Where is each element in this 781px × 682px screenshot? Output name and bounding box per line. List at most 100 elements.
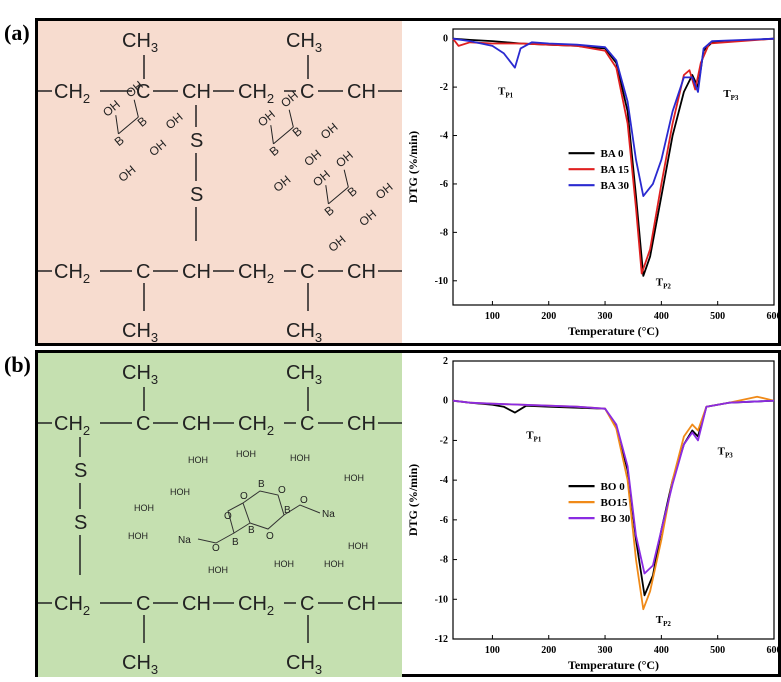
svg-text:O: O xyxy=(224,511,232,522)
ch2-label: CH2 xyxy=(238,81,274,106)
y-tick-label: -4 xyxy=(440,475,448,486)
ch-label: CH xyxy=(347,81,376,103)
dtg-chart-b: 100 200 300 400 500 600 2 0 -2 -4 -6 -8 -10 -12 Temper… xyxy=(406,356,781,672)
svg-text:HOH: HOH xyxy=(324,559,344,569)
y-tick-label: -2 xyxy=(440,435,448,446)
legend-label: BA 30 xyxy=(601,180,630,192)
structure-b: CH3 CH3 CH2 C CH CH2 C CH S S CH2 xyxy=(38,353,402,677)
ch2-label: CH2 xyxy=(238,261,274,286)
svg-text:O: O xyxy=(300,495,308,506)
peak-annotation: TP2 xyxy=(656,277,672,291)
y-tick-label: -8 xyxy=(440,555,448,566)
sulfur-label: S xyxy=(190,130,203,152)
x-tick-label: 400 xyxy=(654,311,669,322)
y-tick-label: -6 xyxy=(440,515,448,526)
series-line xyxy=(452,37,775,197)
chart-b: 100 200 300 400 500 600 2 0 -2 -4 -6 -8 -10 -12 Temper… xyxy=(403,353,781,677)
x-tick-label: 300 xyxy=(598,645,613,656)
svg-text:B: B xyxy=(232,537,239,548)
y-tick-label: -10 xyxy=(435,276,448,287)
svg-text:HOH: HOH xyxy=(208,565,228,575)
y-axis-label: DTG (%/min) xyxy=(406,464,420,536)
ch2-label: CH2 xyxy=(54,261,90,286)
x-tick-label: 500 xyxy=(710,311,725,322)
y-axis-label: DTG (%/min) xyxy=(406,131,420,203)
legend-label: BO 0 xyxy=(601,481,626,493)
sulfur-label: S xyxy=(74,460,87,482)
svg-text:HOH: HOH xyxy=(134,503,154,513)
sulfur-label: S xyxy=(74,512,87,534)
svg-text:HOH: HOH xyxy=(236,449,256,459)
legend-label: BO15 xyxy=(601,497,628,509)
ch2-label: CH2 xyxy=(238,593,274,618)
peak-annotation: TP1 xyxy=(498,85,514,99)
ch-label: CH xyxy=(182,81,211,103)
structure-background-b xyxy=(38,353,402,677)
ch-label: CH xyxy=(347,413,376,435)
methyl-label: CH3 xyxy=(122,320,158,343)
y-tick-label: -4 xyxy=(440,131,448,142)
series-line xyxy=(452,399,775,575)
structure-background-a xyxy=(38,21,402,343)
methyl-label: CH3 xyxy=(122,652,158,677)
svg-text:HOH: HOH xyxy=(290,453,310,463)
panel-frame-b xyxy=(35,350,781,677)
x-tick-label: 600 xyxy=(767,311,779,322)
svg-text:Na: Na xyxy=(178,535,191,546)
ch2-label: CH2 xyxy=(54,81,90,106)
carbon-label: C xyxy=(136,81,150,103)
svg-text:HOH: HOH xyxy=(344,473,364,483)
methyl-label: CH3 xyxy=(286,652,322,677)
carbon-label: C xyxy=(300,593,314,615)
y-tick-label: -2 xyxy=(440,82,448,93)
borate-structure-diagram: CH3 CH3 CH2 C CH CH2 C CH S S xyxy=(38,21,402,345)
panel-label-b: (b) xyxy=(4,352,31,377)
x-tick-label: 300 xyxy=(598,311,613,322)
svg-text:B: B xyxy=(258,479,265,490)
carbon-label: C xyxy=(136,413,150,435)
chart-a: 100 200 300 400 500 600 0 -2 -4 -6 -8 -10 Temperatur… xyxy=(403,21,781,343)
x-tick-label: 600 xyxy=(767,645,779,656)
methyl-label: CH3 xyxy=(286,362,322,387)
y-tick-label: -12 xyxy=(435,634,448,645)
ch-label: CH xyxy=(182,413,211,435)
ch-label: CH xyxy=(347,261,376,283)
methyl-label: CH3 xyxy=(286,30,322,55)
y-tick-label: -6 xyxy=(440,179,448,190)
svg-text:O: O xyxy=(278,485,286,496)
borax-atoms: O B O B O B O B O O Na Na xyxy=(178,479,335,554)
x-tick-label: 200 xyxy=(541,645,556,656)
x-tick-label: 400 xyxy=(654,645,669,656)
peak-annotation: TP3 xyxy=(723,88,739,102)
svg-text:HOH: HOH xyxy=(188,455,208,465)
y-tick-label: 0 xyxy=(443,34,448,45)
peak-annotation: TP1 xyxy=(526,429,542,443)
y-tick-label: 2 xyxy=(443,356,448,367)
svg-text:HOH: HOH xyxy=(128,531,148,541)
carbon-label: C xyxy=(300,261,314,283)
sulfur-label: S xyxy=(190,184,203,206)
structure-a: CH3 CH3 CH2 C CH CH2 C CH S S xyxy=(38,21,402,345)
svg-text:O: O xyxy=(240,491,248,502)
legend-label: BO 30 xyxy=(601,513,631,525)
svg-text:Na: Na xyxy=(322,509,335,520)
svg-text:O: O xyxy=(266,531,274,542)
y-tick-label: 0 xyxy=(443,396,448,407)
carbon-label: C xyxy=(300,413,314,435)
series-line xyxy=(452,37,775,275)
svg-text:B: B xyxy=(248,525,255,536)
methyl-label: CH3 xyxy=(122,362,158,387)
methyl-label: CH3 xyxy=(286,320,322,343)
ch-label: CH xyxy=(182,593,211,615)
x-tick-label: 500 xyxy=(710,645,725,656)
borax-ring xyxy=(197,490,321,544)
borax-structure-diagram: CH3 CH3 CH2 C CH CH2 C CH S S CH2 xyxy=(38,353,402,677)
svg-text:O: O xyxy=(212,543,220,554)
water-molecules: HOH HOH HOH HOH HOH HOH HOH HOH HOH HOH … xyxy=(128,449,368,575)
peak-annotation: TP3 xyxy=(718,445,734,459)
panel-frame-a xyxy=(35,18,781,346)
carbon-label: C xyxy=(300,81,314,103)
ch2-label: CH2 xyxy=(54,593,90,618)
methyl-label: CH3 xyxy=(122,30,158,55)
